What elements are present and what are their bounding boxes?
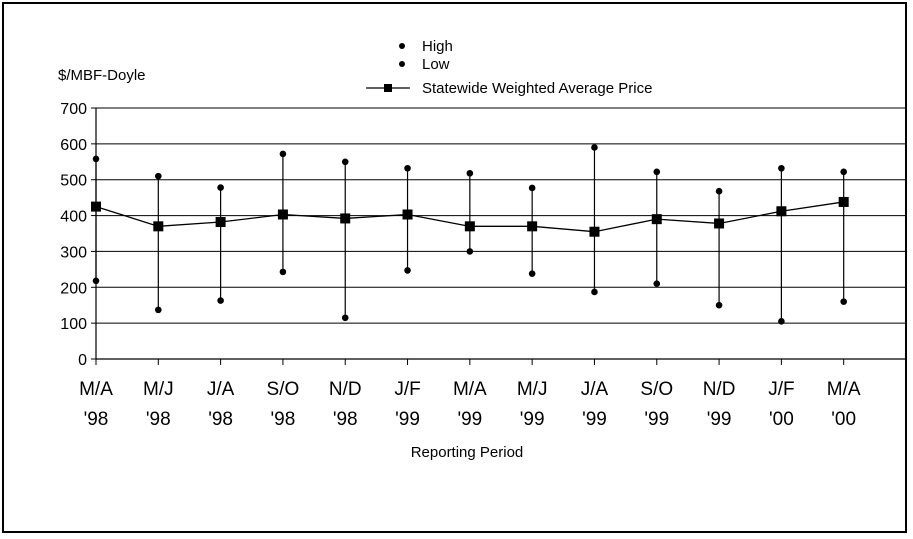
y-tick-label-300: 300 [60,244,87,261]
x-tick-label-7-line1: M/J [517,379,548,400]
x-tick-label-9-line2: '99 [644,409,669,430]
x-tick-label-8-line2: '99 [582,409,607,430]
x-tick-label-9-line1: S/O [640,379,673,400]
average-point-8 [589,226,600,237]
legend-average-marker [384,84,392,92]
x-tick-label-1-line2: '98 [146,409,171,430]
average-point-4 [340,213,351,224]
y-tick-label-100: 100 [60,316,87,333]
x-tick-label-4-line2: '98 [333,409,358,430]
average-point-6 [464,221,475,232]
high-point-3 [279,150,287,158]
high-point-11 [778,164,785,172]
high-point-2 [217,184,224,191]
high-point-4 [341,158,349,166]
y-tick-label-0: 0 [78,352,87,369]
low-point-12 [840,298,847,305]
high-point-8 [591,144,598,151]
low-point-1 [155,306,162,314]
y-axis-ticks: 0 100 200 300 400 500 600 700 [60,101,96,369]
low-point-0 [92,277,100,285]
x-tick-label-8-line1: J/A [581,379,609,400]
high-point-10 [715,187,723,195]
average-point-11 [776,206,787,217]
x-tick-label-5-line1: J/F [394,379,420,400]
high-point-6 [466,169,474,177]
high-point-0 [92,155,100,163]
legend-high-label: High [422,38,453,55]
x-axis-ticks: M/A '98 M/J '98 J/A '98 S/O '98 N/D '98 J/F '99 M/A '… [79,359,861,430]
y-tick-label-500: 500 [60,173,87,190]
y-axis-label: $/MBF-Doyle [58,67,146,84]
low-point-8 [591,288,598,296]
low-point-5 [404,267,411,274]
x-axis-label: Reporting Period [411,444,524,461]
x-tick-label-0-line2: '98 [84,409,109,430]
x-tick-label-2-line1: J/A [207,379,235,400]
x-tick-label-3-line1: S/O [267,379,300,400]
y-tick-label-200: 200 [60,280,87,297]
average-point-2 [215,217,226,228]
x-tick-label-7-line2: '99 [520,409,545,430]
legend-average-label: Statewide Weighted Average Price [422,80,652,97]
x-tick-label-10-line1: N/D [703,379,736,400]
x-tick-label-1-line1: M/J [143,379,174,400]
low-point-9 [653,280,661,288]
x-tick-label-6-line2: '99 [457,409,482,430]
gridlines [96,107,906,324]
legend-low-marker [399,61,405,67]
x-tick-label-3-line2: '98 [271,409,296,430]
legend-low-label: Low [422,56,450,73]
average-point-10 [714,218,725,229]
high-point-7 [528,184,536,192]
x-tick-label-10-line2: '99 [707,409,732,430]
x-tick-label-0-line1: M/A [79,379,113,400]
low-point-10 [715,301,723,309]
low-point-3 [279,268,287,276]
x-tick-label-4-line1: N/D [329,379,362,400]
average-point-0 [91,201,101,212]
low-point-6 [466,248,474,255]
average-point-5 [402,209,413,220]
x-tick-label-12-line1: M/A [827,379,861,400]
low-point-4 [341,314,349,322]
y-tick-label-600: 600 [60,137,87,154]
high-point-9 [653,168,661,176]
average-point-3 [277,209,288,220]
x-tick-label-6-line1: M/A [453,379,487,400]
x-tick-label-12-line2: '00 [831,409,856,430]
average-point-1 [153,221,164,232]
data-markers [91,144,849,325]
legend: High Low Statewide Weighted Average Pric… [366,38,652,97]
average-point-7 [527,221,538,232]
y-tick-label-400: 400 [60,209,87,226]
x-tick-label-2-line2: '98 [208,409,233,430]
legend-high-marker [399,43,405,49]
high-point-1 [155,172,162,180]
x-tick-label-5-line2: '99 [395,409,420,430]
average-point-9 [651,214,662,225]
average-point-12 [838,196,849,207]
chart-frame [2,2,907,533]
x-tick-label-11-line1: J/F [768,379,794,400]
low-point-11 [778,318,785,325]
high-point-12 [840,168,847,176]
low-point-2 [217,297,224,304]
x-tick-label-11-line2: '00 [769,409,794,430]
low-point-7 [528,270,536,277]
y-tick-label-700: 700 [60,101,87,118]
high-point-5 [404,164,411,172]
